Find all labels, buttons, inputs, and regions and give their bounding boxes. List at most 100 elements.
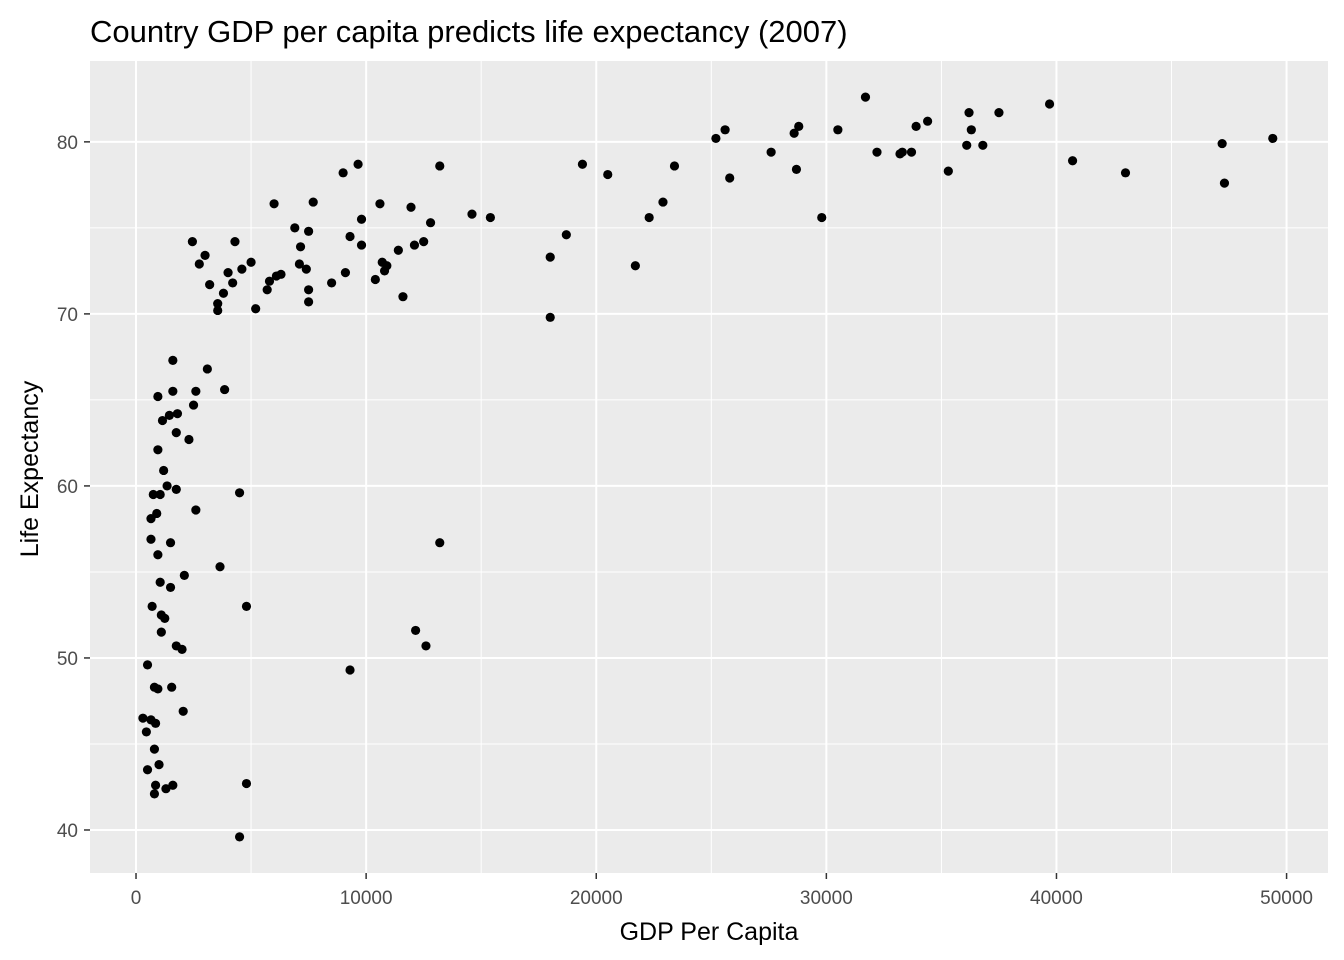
data-point bbox=[161, 784, 171, 794]
chart-title: Country GDP per capita predicts life exp… bbox=[90, 14, 848, 49]
y-tick-label: 50 bbox=[57, 649, 78, 670]
data-point bbox=[251, 304, 261, 314]
data-point bbox=[162, 481, 172, 491]
data-point bbox=[149, 744, 160, 754]
y-tick-label: 70 bbox=[57, 305, 78, 326]
data-point bbox=[393, 245, 403, 255]
data-point bbox=[150, 780, 161, 790]
data-point bbox=[194, 259, 204, 269]
data-point bbox=[304, 285, 314, 295]
data-point bbox=[234, 832, 245, 842]
data-point bbox=[382, 261, 392, 271]
data-point bbox=[994, 108, 1004, 118]
y-axis-title: Life Expectancy bbox=[16, 380, 44, 557]
plot-panel bbox=[90, 61, 1328, 873]
data-point bbox=[205, 280, 215, 290]
data-point bbox=[340, 268, 351, 278]
data-point bbox=[467, 209, 477, 219]
data-point bbox=[301, 264, 311, 274]
data-point bbox=[964, 108, 974, 118]
data-point bbox=[644, 212, 654, 223]
data-point bbox=[911, 121, 921, 131]
data-point bbox=[1219, 178, 1230, 188]
data-point bbox=[228, 278, 238, 288]
data-point bbox=[213, 298, 223, 309]
data-point bbox=[1044, 99, 1055, 109]
data-point bbox=[149, 789, 160, 799]
data-point bbox=[561, 230, 571, 240]
data-point bbox=[356, 240, 367, 250]
data-point bbox=[419, 237, 429, 247]
data-point bbox=[1217, 138, 1227, 149]
data-point bbox=[165, 582, 176, 593]
x-tick-label: 40000 bbox=[1030, 888, 1083, 909]
data-point bbox=[923, 116, 933, 126]
data-point bbox=[138, 713, 148, 723]
data-point bbox=[191, 386, 201, 396]
data-point bbox=[906, 147, 917, 157]
data-point bbox=[188, 400, 199, 410]
data-point bbox=[157, 415, 168, 426]
data-point bbox=[872, 147, 882, 157]
data-point bbox=[167, 682, 177, 692]
data-point bbox=[246, 257, 256, 267]
data-point bbox=[421, 641, 431, 651]
data-point bbox=[817, 212, 827, 223]
data-point bbox=[290, 223, 300, 233]
data-point bbox=[1067, 156, 1078, 166]
data-point bbox=[237, 264, 247, 274]
data-point bbox=[833, 125, 843, 135]
data-point bbox=[485, 212, 495, 223]
data-point bbox=[276, 269, 286, 279]
data-point bbox=[165, 538, 176, 548]
data-point bbox=[178, 706, 188, 716]
data-point bbox=[168, 355, 178, 365]
data-point bbox=[603, 169, 613, 180]
x-tick-label: 50000 bbox=[1260, 888, 1313, 909]
data-point bbox=[294, 259, 305, 269]
data-point bbox=[345, 231, 355, 242]
data-point bbox=[177, 644, 187, 654]
data-point bbox=[962, 140, 972, 150]
data-point bbox=[147, 601, 157, 611]
data-point bbox=[860, 92, 871, 102]
data-point bbox=[171, 484, 181, 494]
data-point bbox=[200, 250, 210, 260]
data-point bbox=[720, 125, 730, 135]
data-point bbox=[146, 534, 156, 544]
data-point bbox=[435, 161, 445, 171]
y-tick-label: 40 bbox=[57, 821, 78, 842]
data-point bbox=[142, 765, 153, 775]
data-point bbox=[168, 386, 178, 396]
axis-ticks bbox=[84, 141, 1288, 879]
data-point bbox=[264, 276, 275, 286]
data-point bbox=[794, 121, 804, 131]
data-point bbox=[230, 237, 240, 247]
data-point bbox=[184, 434, 194, 445]
x-axis-title: GDP Per Capita bbox=[620, 918, 799, 946]
data-point bbox=[791, 164, 802, 174]
data-point bbox=[766, 147, 776, 157]
data-point bbox=[155, 577, 165, 587]
data-point bbox=[172, 409, 183, 419]
data-point bbox=[658, 197, 668, 207]
y-tick-labels: 40 50 60 70 80 bbox=[57, 133, 78, 842]
data-point bbox=[220, 384, 230, 395]
data-point bbox=[1120, 168, 1131, 178]
data-point bbox=[171, 427, 181, 438]
data-point bbox=[978, 140, 988, 150]
data-point bbox=[966, 125, 976, 135]
data-point bbox=[545, 252, 555, 262]
data-point bbox=[141, 727, 151, 737]
data-point bbox=[356, 214, 367, 224]
y-tick-label: 60 bbox=[57, 477, 78, 498]
data-point bbox=[545, 312, 555, 322]
data-point bbox=[577, 159, 588, 169]
grid-lines bbox=[90, 61, 1328, 873]
data-point bbox=[152, 508, 162, 519]
data-point bbox=[241, 778, 252, 789]
data-point bbox=[215, 562, 225, 572]
data-point bbox=[789, 128, 799, 138]
data-point bbox=[409, 240, 420, 250]
